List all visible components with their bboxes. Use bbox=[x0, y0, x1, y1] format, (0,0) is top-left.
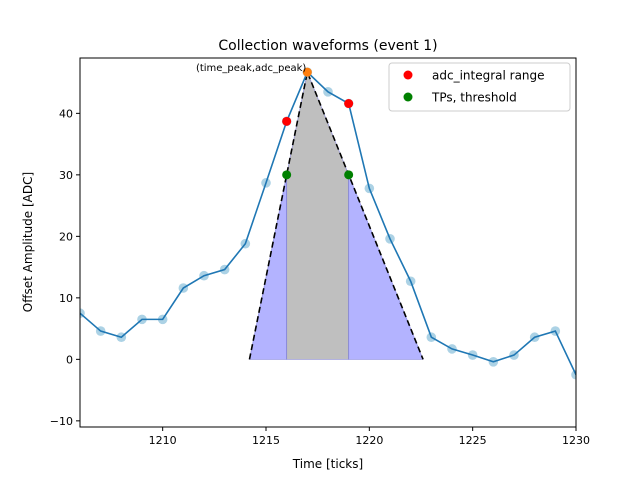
shaded-regions bbox=[248, 70, 424, 360]
legend-marker-0 bbox=[403, 70, 413, 80]
waveform-line bbox=[80, 70, 576, 376]
plot-frame bbox=[79, 57, 577, 428]
x-tick-label: 1225 bbox=[459, 434, 487, 447]
plot-area: (time_peak,adc_peak) bbox=[80, 63, 576, 380]
x-tick-label: 1220 bbox=[355, 434, 383, 447]
triangle-dashed-line bbox=[248, 69, 424, 360]
x-tick-label: 1210 bbox=[149, 434, 177, 447]
marked-point-0-1 bbox=[344, 99, 354, 109]
legend-box bbox=[388, 62, 571, 112]
y-tick-label: −10 bbox=[50, 415, 73, 428]
marked-point-1-1 bbox=[344, 170, 354, 180]
x-tick-label: 1215 bbox=[252, 434, 280, 447]
x-axis-ticks: 1210 1215 1220 1225 1230 bbox=[149, 427, 590, 447]
marked-point-1-0 bbox=[282, 170, 292, 180]
x-tick-label: 1230 bbox=[562, 434, 590, 447]
y-axis-label: Offset Amplitude [ADC] bbox=[21, 172, 35, 312]
y-tick-label: 0 bbox=[66, 353, 73, 366]
legend-label-1: TPs, threshold bbox=[431, 91, 517, 105]
shaded-region-2 bbox=[348, 174, 424, 360]
peak-annotation: (time_peak,adc_peak) bbox=[196, 63, 306, 74]
y-tick-label: 40 bbox=[59, 107, 73, 120]
marked-points bbox=[282, 67, 354, 180]
legend-label-0: adc_integral range bbox=[432, 69, 545, 83]
x-axis-label: Time [ticks] bbox=[292, 457, 363, 471]
y-tick-label: 30 bbox=[59, 169, 73, 182]
chart-title: Collection waveforms (event 1) bbox=[218, 38, 437, 54]
marked-point-0-0 bbox=[282, 116, 292, 126]
waveform-series bbox=[80, 67, 576, 380]
triangle-fit bbox=[248, 69, 424, 360]
shaded-region-1 bbox=[286, 70, 350, 360]
shaded-region-0 bbox=[248, 174, 288, 360]
y-tick-label: 20 bbox=[59, 230, 73, 243]
legend: adc_integral range TPs, threshold bbox=[388, 62, 571, 112]
y-tick-label: 10 bbox=[59, 292, 73, 305]
marked-point-2-0 bbox=[302, 67, 312, 77]
legend-marker-1 bbox=[403, 92, 413, 102]
y-axis-ticks: −10 0 10 20 30 40 bbox=[50, 107, 80, 428]
